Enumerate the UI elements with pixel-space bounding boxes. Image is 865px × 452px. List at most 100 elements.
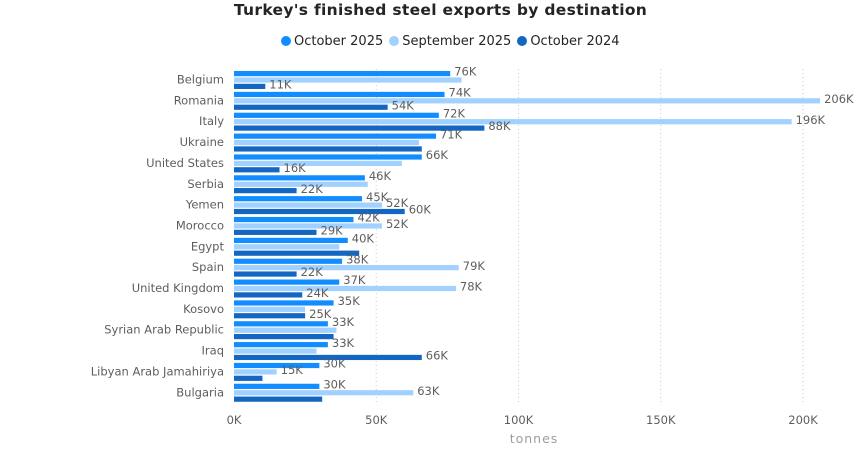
- data-label: 24K: [306, 286, 329, 300]
- category-label: Morocco: [176, 218, 224, 232]
- bar[interactable]: [234, 258, 343, 264]
- data-label: 66K: [426, 349, 449, 363]
- bar[interactable]: [234, 306, 306, 312]
- bar[interactable]: [234, 279, 340, 285]
- category-label: Ukraine: [180, 135, 224, 149]
- bar[interactable]: [234, 188, 297, 194]
- category-label: Belgium: [177, 73, 224, 87]
- category-label: United Kingdom: [132, 281, 224, 295]
- data-label: 30K: [323, 377, 346, 391]
- data-label: 25K: [309, 307, 332, 321]
- x-tick-label: 150K: [646, 413, 676, 427]
- bar[interactable]: [234, 327, 337, 333]
- bar[interactable]: [234, 285, 456, 292]
- bar[interactable]: [234, 369, 277, 375]
- bar[interactable]: [234, 223, 382, 229]
- bar[interactable]: [234, 334, 334, 340]
- bar[interactable]: [234, 313, 306, 319]
- bar[interactable]: [234, 375, 263, 381]
- data-label: 46K: [369, 169, 392, 183]
- bar[interactable]: [234, 181, 368, 187]
- x-tick-label: 200K: [788, 413, 818, 427]
- bar[interactable]: [234, 154, 422, 160]
- bar[interactable]: [234, 160, 402, 166]
- bar[interactable]: [234, 208, 405, 215]
- bar[interactable]: [234, 112, 439, 118]
- bar[interactable]: [234, 125, 485, 131]
- legend: October 2025 September 2025 October 2024: [281, 33, 626, 49]
- bar[interactable]: [234, 321, 328, 327]
- bar[interactable]: [234, 354, 422, 361]
- bar[interactable]: [234, 139, 419, 146]
- data-label: 52K: [386, 217, 409, 231]
- category-label: Iraq: [202, 344, 224, 358]
- bar[interactable]: [234, 348, 317, 354]
- data-label: 78K: [460, 280, 483, 294]
- legend-label: October 2025: [294, 33, 384, 49]
- legend-marker-icon: [517, 36, 528, 46]
- bar[interactable]: [234, 390, 414, 396]
- bar[interactable]: [234, 250, 360, 256]
- data-label: 76K: [454, 65, 477, 79]
- bar[interactable]: [234, 91, 445, 98]
- bar[interactable]: [234, 383, 320, 389]
- data-label: 60K: [409, 203, 432, 217]
- x-tick-label: 50K: [365, 413, 388, 427]
- bar[interactable]: [234, 244, 340, 250]
- data-label: 11K: [269, 78, 292, 92]
- category-label: Spain: [192, 260, 224, 274]
- data-label: 16K: [284, 161, 307, 175]
- bar[interactable]: [234, 98, 821, 104]
- legend-marker-icon: [389, 36, 400, 46]
- bar[interactable]: [234, 175, 365, 181]
- bar[interactable]: [234, 77, 462, 83]
- data-label: 22K: [301, 265, 324, 279]
- bar[interactable]: [234, 119, 792, 125]
- bar[interactable]: [234, 300, 334, 306]
- data-label: 196K: [796, 113, 826, 127]
- bar[interactable]: [234, 292, 303, 298]
- bar[interactable]: [234, 216, 354, 223]
- data-label: 71K: [440, 127, 463, 141]
- category-label: Italy: [199, 114, 224, 128]
- x-axis-title: tonnes: [509, 431, 559, 446]
- data-label: 88K: [488, 119, 511, 133]
- data-label: 72K: [443, 106, 466, 120]
- data-label: 33K: [332, 336, 355, 350]
- legend-item-october-2025[interactable]: October 2025: [281, 34, 383, 49]
- category-label: Yemen: [185, 198, 224, 212]
- bar[interactable]: [234, 396, 323, 402]
- data-label: 74K: [449, 86, 472, 100]
- bar[interactable]: [234, 196, 363, 202]
- bar[interactable]: [234, 229, 317, 235]
- legend-item-october-2024[interactable]: October 2024: [517, 33, 620, 49]
- bar[interactable]: [234, 202, 382, 208]
- bar[interactable]: [234, 133, 436, 139]
- data-label: 22K: [301, 182, 324, 196]
- x-tick-label: 0K: [227, 413, 242, 427]
- data-label: 35K: [338, 294, 361, 308]
- data-label: 42K: [357, 211, 380, 225]
- data-label: 37K: [343, 273, 366, 287]
- bar[interactable]: [234, 146, 422, 152]
- bar[interactable]: [234, 362, 320, 369]
- chart-title: Turkey's finished steel exports by desti…: [233, 1, 648, 19]
- bar[interactable]: [234, 271, 297, 277]
- data-label: 30K: [323, 357, 346, 371]
- data-label: 66K: [426, 148, 449, 162]
- bar[interactable]: [234, 83, 266, 89]
- bar[interactable]: [234, 342, 328, 348]
- bar[interactable]: [234, 104, 388, 110]
- bar[interactable]: [234, 237, 348, 243]
- legend-label: October 2024: [530, 33, 620, 49]
- bar[interactable]: [234, 265, 459, 271]
- bar[interactable]: [234, 71, 451, 77]
- legend-item-september-2025[interactable]: September 2025: [389, 34, 511, 49]
- category-label: Libyan Arab Jamahiriya: [91, 364, 224, 378]
- data-label: 79K: [463, 259, 486, 273]
- data-label: 63K: [417, 384, 440, 398]
- bar[interactable]: [234, 167, 280, 173]
- legend-label: September 2025: [402, 33, 512, 49]
